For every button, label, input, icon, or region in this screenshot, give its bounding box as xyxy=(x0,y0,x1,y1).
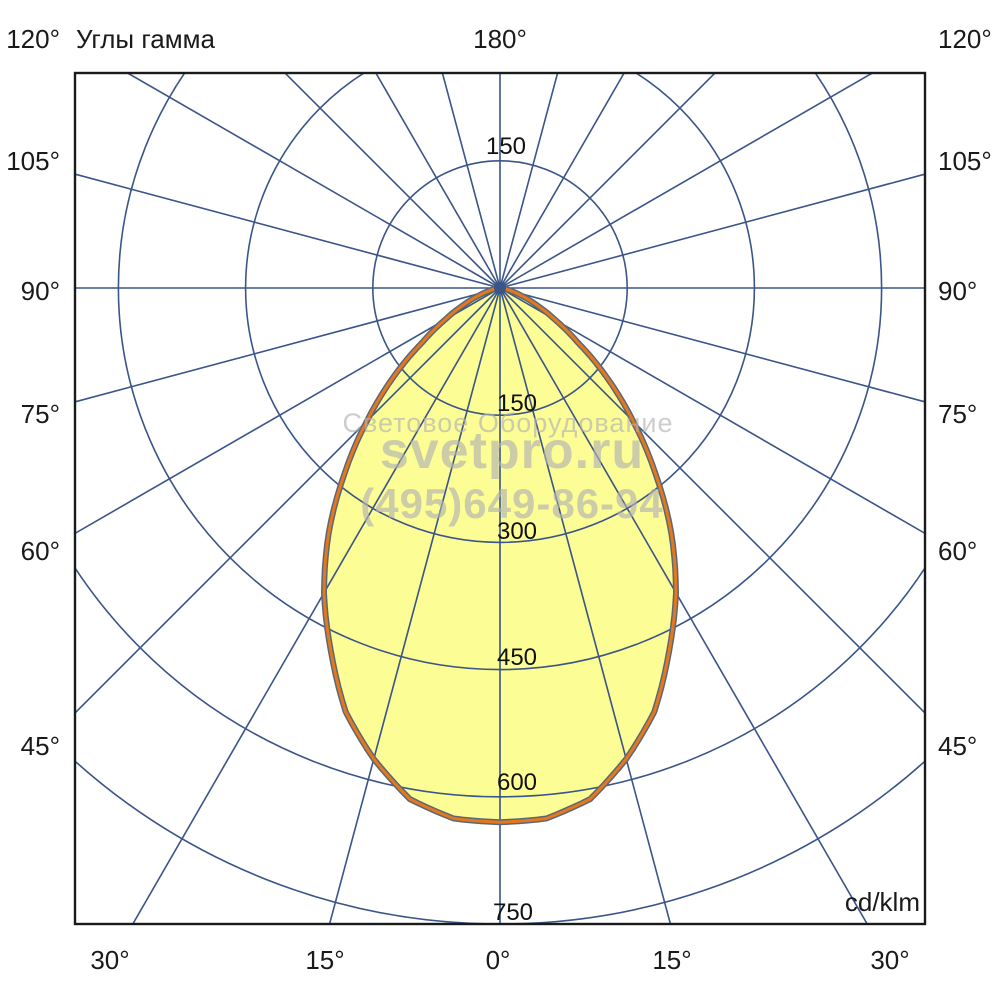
angle-label-left-60: 60° xyxy=(20,536,60,566)
angle-label-right-120: 120° xyxy=(938,24,992,54)
angle-label-bottom-30-left: 30° xyxy=(90,945,130,975)
ring-tick-600: 600 xyxy=(496,769,538,796)
angle-label-top-180: 180° xyxy=(473,24,527,54)
ring-tick-150-upper: 150 xyxy=(485,133,527,160)
ring-tick-150-lower: 150 xyxy=(496,390,538,417)
unit-label-cd-klm: cd/klm xyxy=(844,887,920,917)
angle-label-left-75: 75° xyxy=(20,399,60,429)
angle-label-right-90: 90° xyxy=(938,276,978,306)
angle-label-left-45: 45° xyxy=(20,731,60,761)
page-title: Углы гамма xyxy=(76,24,215,54)
angle-label-bottom-15-left: 15° xyxy=(305,945,345,975)
angle-label-bottom-30-right: 30° xyxy=(870,945,910,975)
angle-label-right-105: 105° xyxy=(938,146,992,176)
angle-label-left-105: 105° xyxy=(6,146,60,176)
angle-label-left-90: 90° xyxy=(20,276,60,306)
angle-label-bottom-15-right: 15° xyxy=(652,945,692,975)
ring-tick-750: 750 xyxy=(492,899,534,926)
angle-label-bottom-0: 0° xyxy=(485,945,511,975)
ring-tick-450: 450 xyxy=(496,644,538,671)
ring-tick-300: 300 xyxy=(496,518,538,545)
angle-label-right-75: 75° xyxy=(938,399,978,429)
angle-label-left-120: 120° xyxy=(6,24,60,54)
angle-label-right-60: 60° xyxy=(938,536,978,566)
angle-label-right-45: 45° xyxy=(938,731,978,761)
